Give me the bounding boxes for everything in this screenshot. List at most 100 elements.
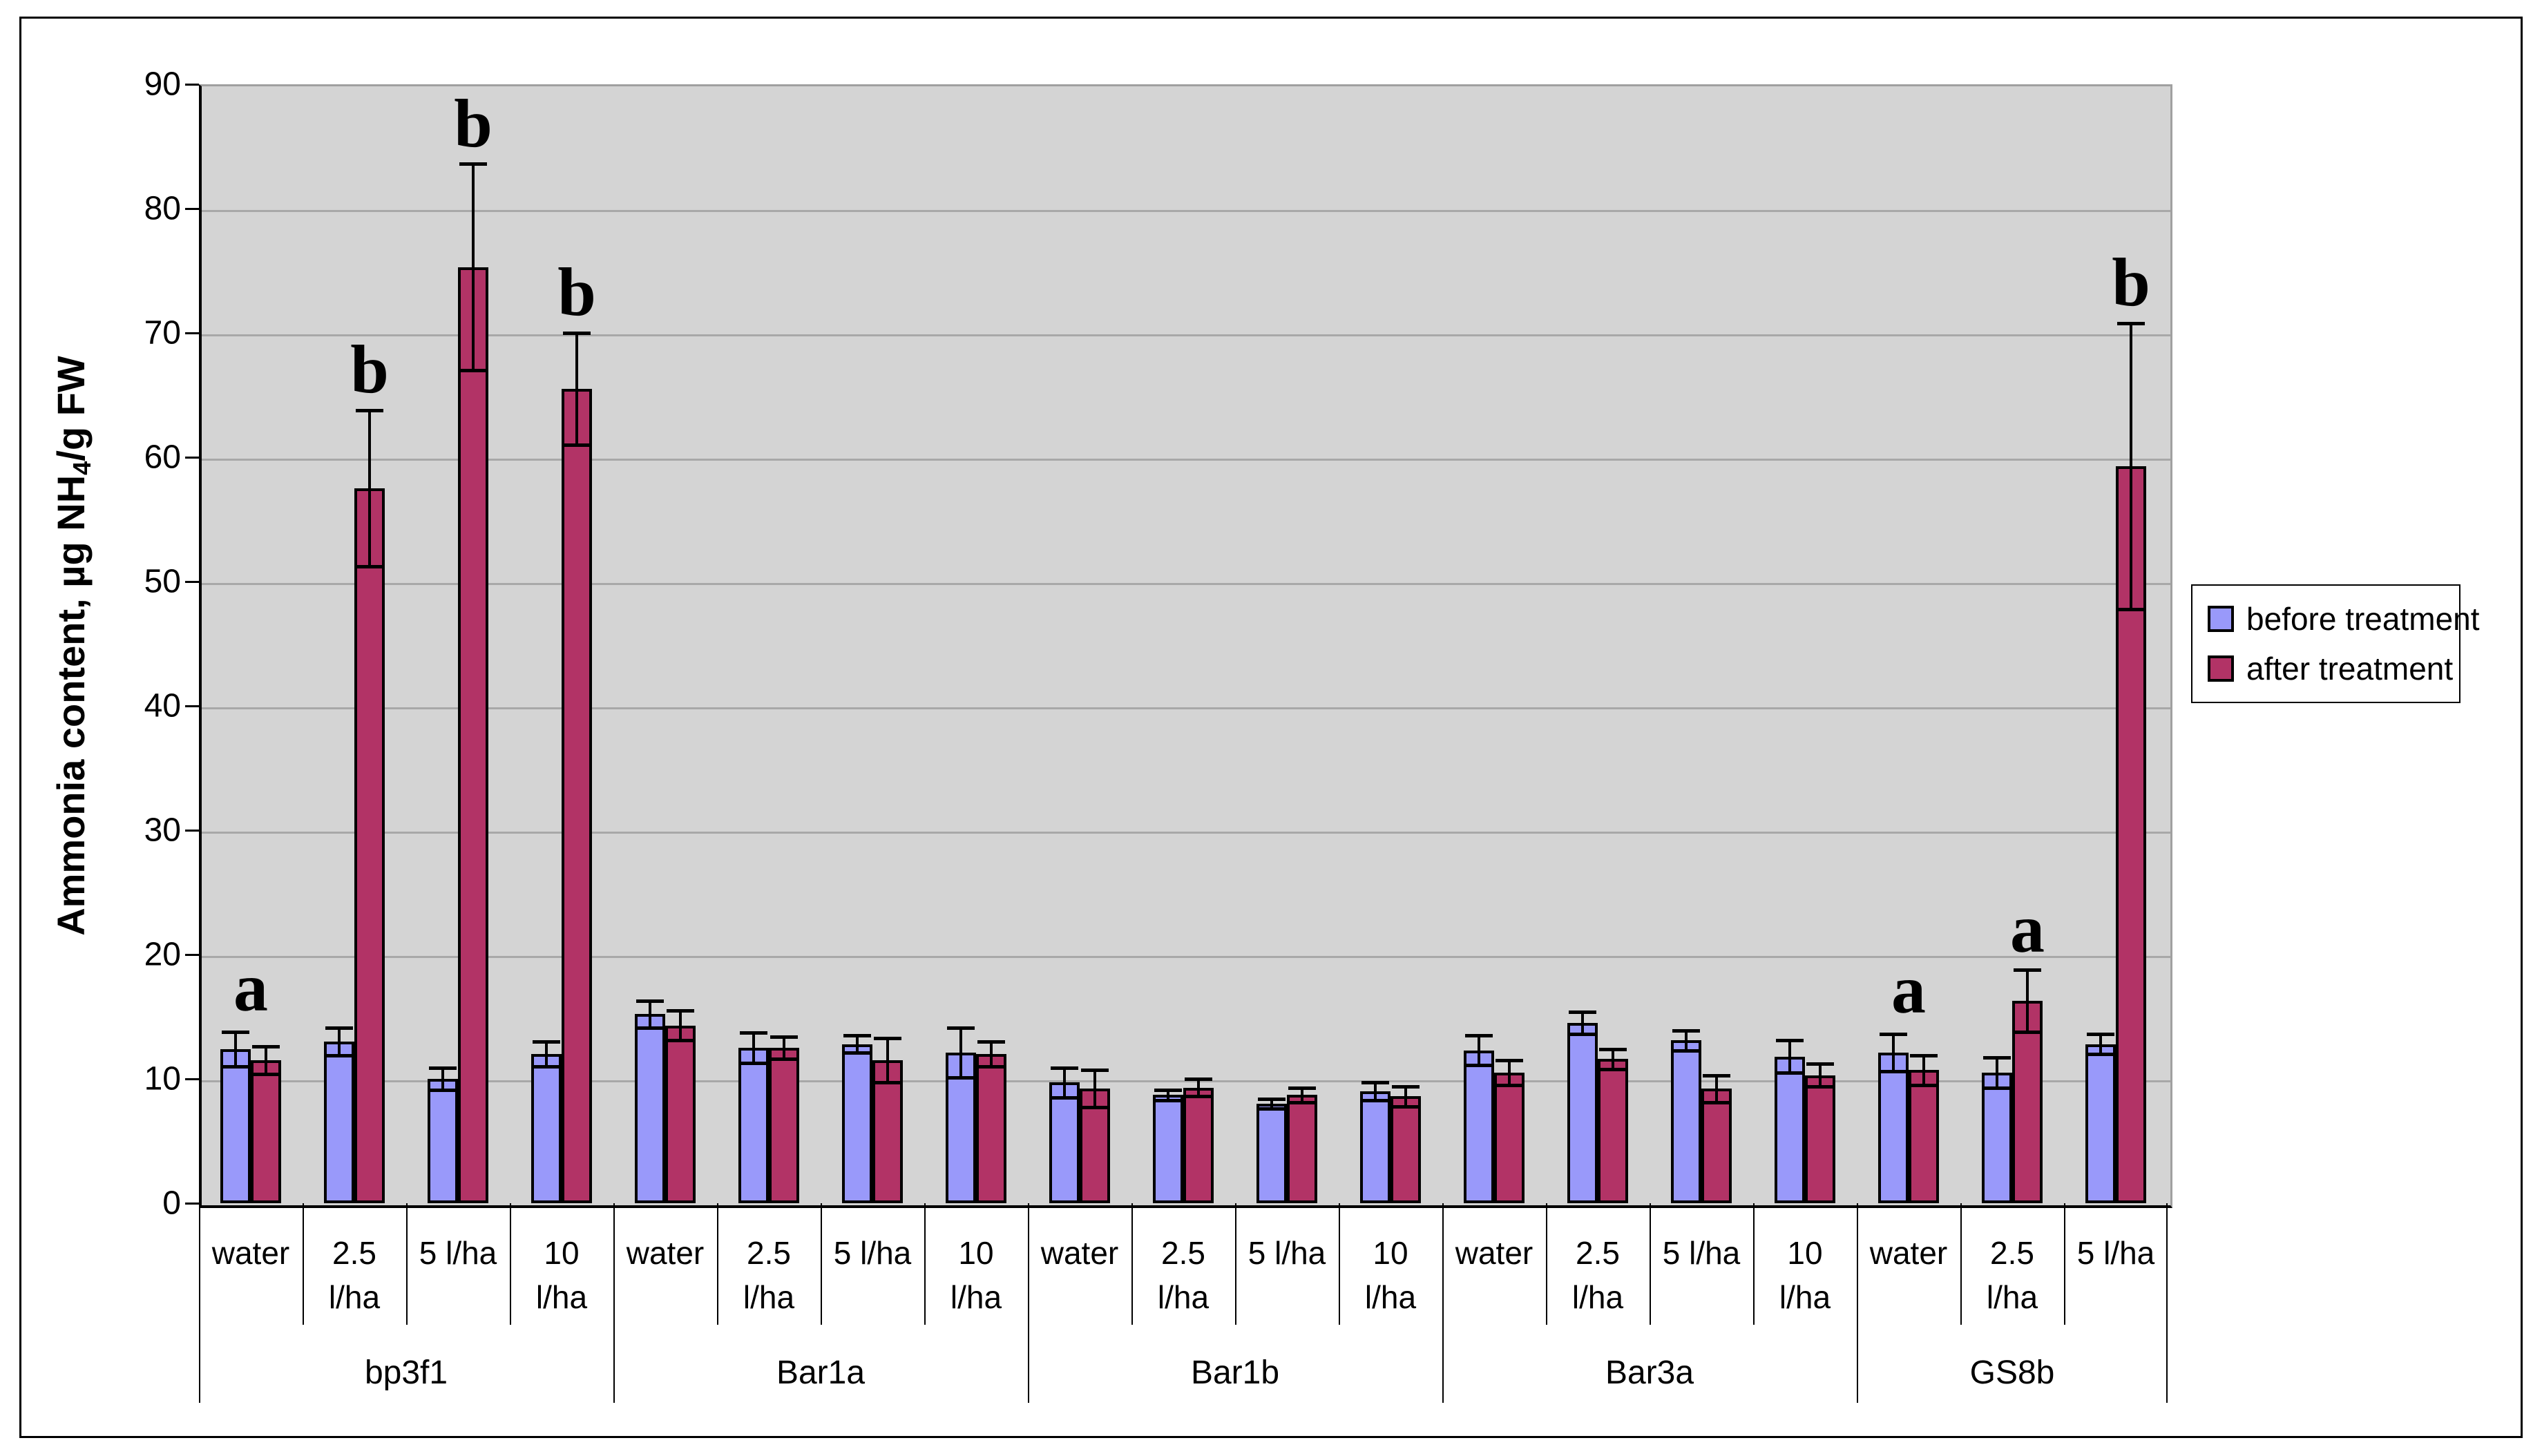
error-cap-bottom-after-Bar1b-3 — [1392, 1104, 1420, 1109]
error-cap-bottom-before-Bar3a-2 — [1672, 1048, 1700, 1053]
x-tick-label-line: 5 l/ha — [1248, 1235, 1326, 1271]
x-tick-label-Bar1a-0: water — [613, 1231, 717, 1275]
error-cap-top-before-Bar1a-1 — [740, 1031, 767, 1035]
error-cap-top-before-Bar3a-0 — [1465, 1034, 1493, 1037]
gridline-40 — [202, 707, 2170, 709]
x-tick-label-Bar1b-0: water — [1028, 1231, 1131, 1275]
y-tick-label-90: 90 — [144, 66, 181, 103]
error-bar-after-GS8b-2 — [2130, 323, 2132, 609]
error-cap-top-after-Bar3a-1 — [1599, 1047, 1627, 1051]
after-bar-Bar1b-2 — [1287, 1095, 1317, 1203]
treatment-separator — [1131, 1203, 1133, 1325]
x-tick-label-bp3f1-1: 2.5 l/ha — [303, 1231, 406, 1319]
x-tick-label-line: 5 l/ha — [2076, 1235, 2155, 1271]
x-tick-label-GS8b-0: water — [1857, 1231, 1960, 1275]
before-bar-GS8b-1 — [1982, 1073, 2012, 1203]
error-bar-before-Bar1a-0 — [649, 1000, 651, 1028]
before-bar-Bar3a-1 — [1567, 1023, 1598, 1203]
error-cap-bottom-after-bp3f1-1 — [356, 565, 383, 569]
error-bar-before-Bar1b-1 — [1167, 1090, 1169, 1100]
x-tick-label-line: 10 — [958, 1235, 994, 1271]
error-cap-top-after-Bar3a-0 — [1495, 1059, 1523, 1062]
error-cap-bottom-after-Bar1a-3 — [977, 1065, 1005, 1069]
error-bar-after-bp3f1-3 — [575, 333, 578, 445]
after-bar-Bar3a-3 — [1805, 1075, 1835, 1203]
error-bar-before-Bar3a-0 — [1478, 1035, 1480, 1066]
y-tick-30 — [185, 830, 199, 832]
error-bar-before-Bar1a-2 — [856, 1035, 859, 1053]
y-tick-label-70: 70 — [144, 314, 181, 352]
error-cap-top-before-Bar1b-0 — [1051, 1066, 1078, 1070]
treatment-separator — [303, 1203, 304, 1325]
error-bar-before-bp3f1-2 — [441, 1067, 444, 1091]
error-cap-top-after-Bar1a-2 — [874, 1036, 901, 1040]
group-separator — [1442, 1203, 1444, 1403]
gridline-70 — [202, 334, 2170, 336]
group-separator — [2166, 1203, 2168, 1403]
error-bar-before-bp3f1-1 — [338, 1028, 341, 1055]
significance-letter-bp3f1-2: b — [454, 84, 493, 162]
error-cap-top-after-Bar1a-3 — [977, 1040, 1005, 1044]
significance-letter-GS8b-1: a — [2010, 890, 2045, 967]
significance-letter-bp3f1-3: b — [557, 253, 596, 331]
significance-letter-bp3f1-1: b — [350, 331, 389, 408]
legend-marker-after-icon — [2208, 655, 2234, 682]
error-bar-after-Bar1a-0 — [679, 1010, 682, 1041]
error-cap-bottom-before-GS8b-0 — [1880, 1070, 1907, 1074]
error-cap-bottom-after-GS8b-1 — [2014, 1030, 2041, 1034]
after-bar-Bar3a-0 — [1494, 1073, 1525, 1203]
error-bar-before-bp3f1-3 — [545, 1042, 548, 1066]
x-tick-label-Bar1a-1: 2.5 l/ha — [717, 1231, 821, 1319]
error-bar-after-GS8b-1 — [2026, 969, 2029, 1032]
error-bar-after-Bar3a-0 — [1508, 1060, 1511, 1085]
x-tick-label-line: 2.5 — [1161, 1235, 1205, 1271]
y-tick-40 — [185, 705, 199, 707]
y-tick-label-30: 30 — [144, 812, 181, 849]
x-tick-label-Bar1b-1: 2.5 l/ha — [1131, 1231, 1235, 1319]
x-tick-label-Bar3a-3: 10 l/ha — [1753, 1231, 1857, 1319]
group-label-Bar1a: Bar1a — [776, 1354, 866, 1391]
error-cap-top-after-Bar3a-2 — [1703, 1073, 1730, 1077]
error-cap-bottom-after-GS8b-2 — [2117, 607, 2145, 611]
error-cap-bottom-before-Bar3a-3 — [1776, 1071, 1804, 1075]
treatment-separator — [1960, 1203, 1962, 1325]
error-bar-before-Bar1a-3 — [959, 1028, 962, 1078]
error-cap-bottom-after-Bar3a-0 — [1495, 1084, 1523, 1087]
error-cap-bottom-before-Bar1a-0 — [636, 1026, 664, 1031]
before-bar-Bar1b-0 — [1049, 1082, 1080, 1203]
x-tick-label-line: 5 l/ha — [1662, 1235, 1741, 1271]
x-tick-label-line: water — [1869, 1235, 1948, 1271]
error-cap-bottom-before-Bar1a-1 — [740, 1061, 767, 1065]
x-tick-label-Bar3a-2: 5 l/ha — [1650, 1231, 1753, 1275]
before-bar-Bar1b-1 — [1153, 1095, 1183, 1203]
error-cap-top-before-bp3f1-0 — [222, 1030, 249, 1034]
before-bar-Bar1a-1 — [738, 1048, 769, 1203]
error-cap-bottom-before-GS8b-1 — [1983, 1086, 2011, 1090]
error-cap-top-after-GS8b-1 — [2014, 968, 2041, 972]
error-cap-top-after-Bar1b-2 — [1288, 1086, 1316, 1090]
x-tick-label-Bar1b-3: 10 l/ha — [1339, 1231, 1442, 1319]
x-tick-label-bp3f1-2: 5 l/ha — [406, 1231, 510, 1275]
y-tick-label-40: 40 — [144, 687, 181, 725]
x-tick-label-line: 5 l/ha — [833, 1235, 912, 1271]
error-cap-bottom-before-bp3f1-2 — [429, 1089, 457, 1093]
error-bar-after-bp3f1-2 — [472, 164, 475, 370]
error-cap-bottom-after-Bar1a-1 — [770, 1057, 798, 1062]
error-bar-after-Bar3a-2 — [1715, 1075, 1718, 1103]
legend-label-after: after treatment — [2246, 651, 2454, 687]
before-bar-Bar1b-3 — [1360, 1091, 1391, 1203]
group-separator — [1857, 1203, 1858, 1403]
after-bar-Bar3a-2 — [1701, 1089, 1732, 1203]
treatment-separator — [1546, 1203, 1547, 1325]
error-cap-top-before-GS8b-1 — [1983, 1056, 2011, 1060]
x-tick-label-GS8b-2: 5 l/ha — [2064, 1231, 2168, 1275]
significance-letter-GS8b-0: a — [1891, 951, 1926, 1028]
before-bar-Bar3a-0 — [1464, 1050, 1494, 1203]
before-bar-Bar1b-2 — [1256, 1104, 1287, 1203]
treatment-separator — [821, 1203, 822, 1325]
error-bar-before-GS8b-1 — [1996, 1057, 1998, 1088]
error-cap-bottom-after-Bar3a-3 — [1806, 1084, 1834, 1089]
error-cap-top-before-Bar3a-3 — [1776, 1039, 1804, 1043]
significance-letter-bp3f1-0: a — [233, 948, 268, 1026]
x-tick-label-Bar1a-3: 10 l/ha — [924, 1231, 1028, 1319]
